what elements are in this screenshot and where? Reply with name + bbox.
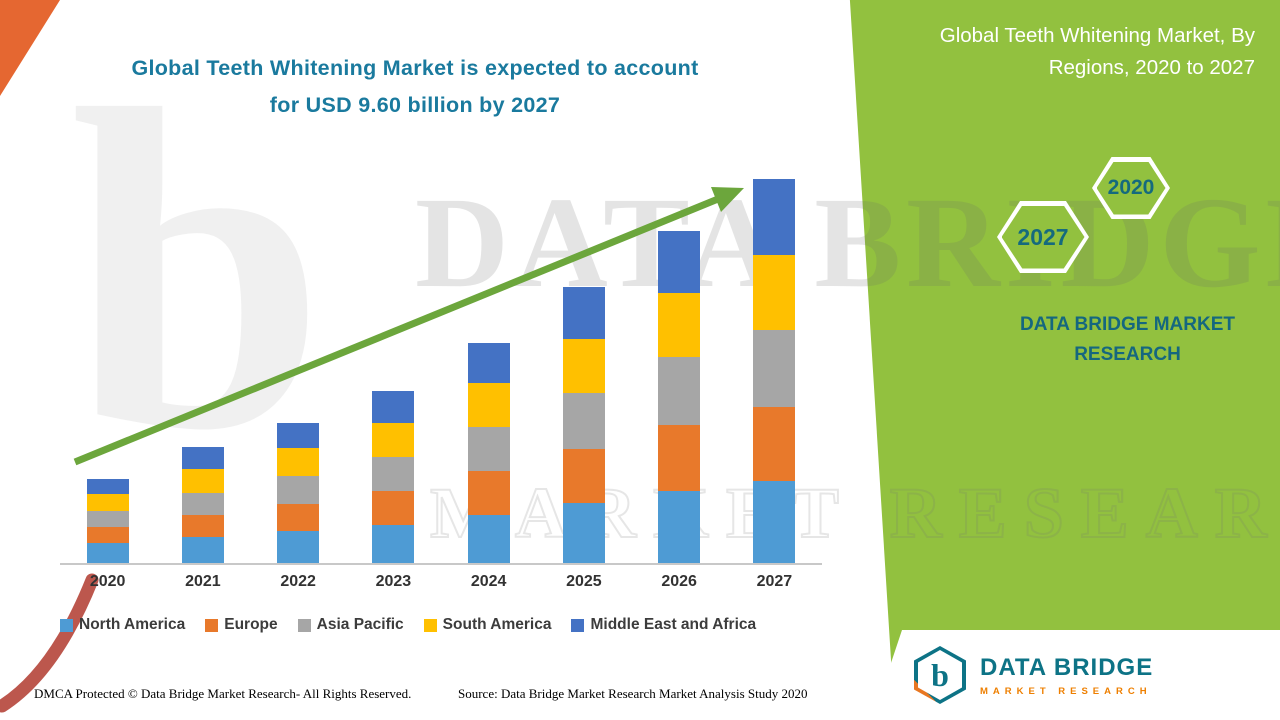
legend-item-asia-pacific: Asia Pacific bbox=[297, 616, 404, 634]
legend-swatch-north-america bbox=[60, 618, 73, 632]
legend-label-south-america: South America bbox=[442, 616, 552, 633]
bar-segment-asia-pacific bbox=[372, 457, 415, 491]
bar-segment-europe bbox=[86, 527, 129, 543]
bar-segment-north-america bbox=[467, 515, 510, 563]
bar-segment-north-america bbox=[562, 503, 605, 563]
chart-legend: North America Europe Asia Pacific South Ame… bbox=[60, 616, 830, 634]
bar-segment-south-america bbox=[467, 383, 510, 427]
legend-swatch-asia-pacific bbox=[297, 618, 311, 632]
x-axis-label-2022: 2022 bbox=[280, 573, 316, 590]
legend-swatch-south-america bbox=[423, 618, 437, 632]
bar-segment-north-america bbox=[277, 531, 320, 563]
bar-segment-south-america bbox=[277, 447, 320, 476]
bar-segment-middle-east-and-africa bbox=[86, 479, 129, 495]
bar-segment-asia-pacific bbox=[562, 393, 605, 449]
hexagon-badge-2020-label: 2020 bbox=[1096, 161, 1166, 215]
bar-segment-middle-east-and-africa bbox=[372, 391, 415, 423]
stacked-bar-2026 bbox=[658, 231, 701, 563]
chart-column-2022 bbox=[251, 180, 346, 563]
stacked-bar-2022 bbox=[277, 423, 320, 563]
bar-segment-europe bbox=[562, 449, 605, 503]
x-axis-label-2026: 2026 bbox=[661, 573, 697, 590]
chart-column-2025 bbox=[536, 180, 631, 563]
company-logo-name: DATA BRIDGE bbox=[980, 653, 1154, 681]
legend-swatch-europe bbox=[205, 618, 219, 632]
bar-segment-asia-pacific bbox=[277, 475, 320, 504]
hexagon-badge-2027-label: 2027 bbox=[1001, 205, 1085, 269]
legend-item-north-america: North America bbox=[60, 616, 185, 634]
bar-segment-middle-east-and-africa bbox=[562, 287, 605, 339]
legend-label-asia-pacific: Asia Pacific bbox=[316, 616, 404, 633]
side-panel-heading: Global Teeth Whitening Market, By Region… bbox=[939, 24, 1255, 79]
bar-segment-middle-east-and-africa bbox=[181, 447, 224, 470]
stacked-bar-2025 bbox=[562, 287, 605, 563]
company-logo-letter: b bbox=[918, 650, 962, 700]
chart-column-2027 bbox=[727, 179, 822, 563]
bar-segment-middle-east-and-africa bbox=[753, 179, 796, 256]
chart-title: Global Teeth Whitening Market is expecte… bbox=[45, 50, 785, 123]
stacked-bar-2024 bbox=[467, 343, 510, 563]
bar-segment-north-america bbox=[372, 525, 415, 563]
company-logo-hexagon-icon: b bbox=[914, 646, 966, 704]
legend-item-south-america: South America bbox=[423, 616, 552, 634]
source-note: Source: Data Bridge Market Research Mark… bbox=[458, 686, 808, 701]
bar-segment-europe bbox=[277, 503, 320, 531]
bar-segment-asia-pacific bbox=[86, 511, 129, 527]
x-axis-label-2024: 2024 bbox=[470, 573, 507, 590]
stacked-bar-2023 bbox=[372, 391, 415, 563]
bar-segment-asia-pacific bbox=[467, 427, 510, 471]
bar-segment-south-america bbox=[658, 293, 701, 357]
bar-segment-asia-pacific bbox=[181, 492, 224, 515]
legend-label-north-america: North America bbox=[79, 616, 186, 633]
company-logo: b DATA BRIDGE MARKET RESEARCH bbox=[872, 630, 1280, 720]
x-axis-label-2025: 2025 bbox=[566, 573, 602, 590]
chart-column-2024 bbox=[441, 180, 536, 563]
chart-column-2020 bbox=[60, 180, 155, 563]
bar-segment-north-america bbox=[86, 543, 129, 563]
chart-column-2026 bbox=[632, 180, 727, 563]
bar-segment-middle-east-and-africa bbox=[277, 423, 320, 448]
bar-segment-middle-east-and-africa bbox=[658, 231, 701, 293]
bar-segment-europe bbox=[658, 425, 701, 491]
bar-segment-south-america bbox=[562, 339, 605, 393]
bar-segment-south-america bbox=[181, 469, 224, 493]
legend-label-middle-east-and-africa: Middle East and Africa bbox=[590, 616, 757, 633]
chart-column-2023 bbox=[346, 180, 441, 563]
bar-segment-north-america bbox=[753, 480, 796, 563]
bar-segment-north-america bbox=[181, 537, 224, 563]
legend-item-middle-east-and-africa: Middle East and Africa bbox=[571, 616, 756, 634]
legend-swatch-middle-east-and-africa bbox=[571, 618, 585, 632]
dmca-notice: DMCA Protected © Data Bridge Market Rese… bbox=[34, 686, 412, 701]
bar-segment-europe bbox=[372, 491, 415, 525]
bar-segment-europe bbox=[181, 515, 224, 537]
bar-segment-south-america bbox=[86, 494, 129, 511]
legend-item-europe: Europe bbox=[205, 616, 278, 634]
stacked-bar-2027 bbox=[753, 179, 796, 563]
stacked-bar-2021 bbox=[181, 447, 224, 563]
bar-segment-south-america bbox=[753, 255, 796, 331]
x-axis-label-2021: 2021 bbox=[185, 573, 221, 590]
bar-segment-south-america bbox=[372, 423, 415, 457]
bar-segment-middle-east-and-africa bbox=[467, 343, 510, 383]
side-panel-brand-text: DATA BRIDGE MARKET RESEARCH bbox=[1020, 314, 1235, 366]
chart-column-2021 bbox=[155, 180, 250, 563]
bar-segment-asia-pacific bbox=[753, 330, 796, 408]
chart-title-line1: Global Teeth Whitening Market is expecte… bbox=[131, 56, 699, 80]
company-logo-subtitle: MARKET RESEARCH bbox=[980, 685, 1152, 697]
chart-title-line2: for USD 9.60 billion by 2027 bbox=[269, 92, 561, 117]
chart-plot bbox=[60, 179, 822, 565]
bar-segment-north-america bbox=[658, 491, 701, 563]
legend-label-europe: Europe bbox=[224, 616, 278, 633]
x-axis-label-2023: 2023 bbox=[375, 573, 412, 590]
bar-segment-europe bbox=[753, 407, 796, 481]
chart-x-axis: 2020 2021 2022 2023 2024 2025 2026 2027 bbox=[60, 573, 822, 591]
x-axis-label-2027: 2027 bbox=[756, 573, 793, 590]
company-logo-text: DATA BRIDGE MARKET RESEARCH bbox=[980, 654, 1153, 697]
bar-segment-europe bbox=[467, 471, 510, 515]
stacked-bar-2020 bbox=[86, 479, 129, 563]
bar-segment-asia-pacific bbox=[658, 357, 701, 425]
x-axis-label-2020: 2020 bbox=[89, 573, 126, 590]
